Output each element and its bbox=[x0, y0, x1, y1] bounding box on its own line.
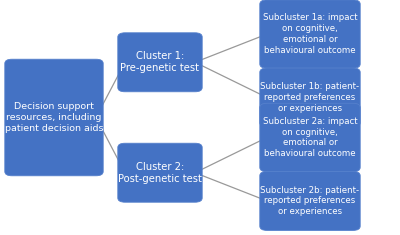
FancyBboxPatch shape bbox=[260, 103, 360, 172]
Text: Subcluster 1a: impact
on cognitive,
emotional or
behavioural outcome: Subcluster 1a: impact on cognitive, emot… bbox=[263, 13, 357, 55]
FancyBboxPatch shape bbox=[118, 33, 202, 92]
Text: Subcluster 1b: patient-
reported preferences
or experiences: Subcluster 1b: patient- reported prefere… bbox=[260, 82, 360, 113]
Text: Decision support
resources, including
patient decision aids: Decision support resources, including pa… bbox=[5, 102, 103, 133]
FancyBboxPatch shape bbox=[118, 143, 202, 202]
Text: Subcluster 2a: impact
on cognitive,
emotional or
behavioural outcome: Subcluster 2a: impact on cognitive, emot… bbox=[263, 117, 357, 158]
Text: Cluster 1:
Pre-genetic test: Cluster 1: Pre-genetic test bbox=[120, 51, 200, 73]
Text: Subcluster 2b: patient-
reported preferences
or experiences: Subcluster 2b: patient- reported prefere… bbox=[260, 186, 360, 216]
FancyBboxPatch shape bbox=[260, 68, 360, 127]
FancyBboxPatch shape bbox=[5, 59, 103, 176]
FancyBboxPatch shape bbox=[260, 0, 360, 68]
FancyBboxPatch shape bbox=[260, 172, 360, 230]
Text: Cluster 2:
Post-genetic test: Cluster 2: Post-genetic test bbox=[118, 162, 202, 184]
